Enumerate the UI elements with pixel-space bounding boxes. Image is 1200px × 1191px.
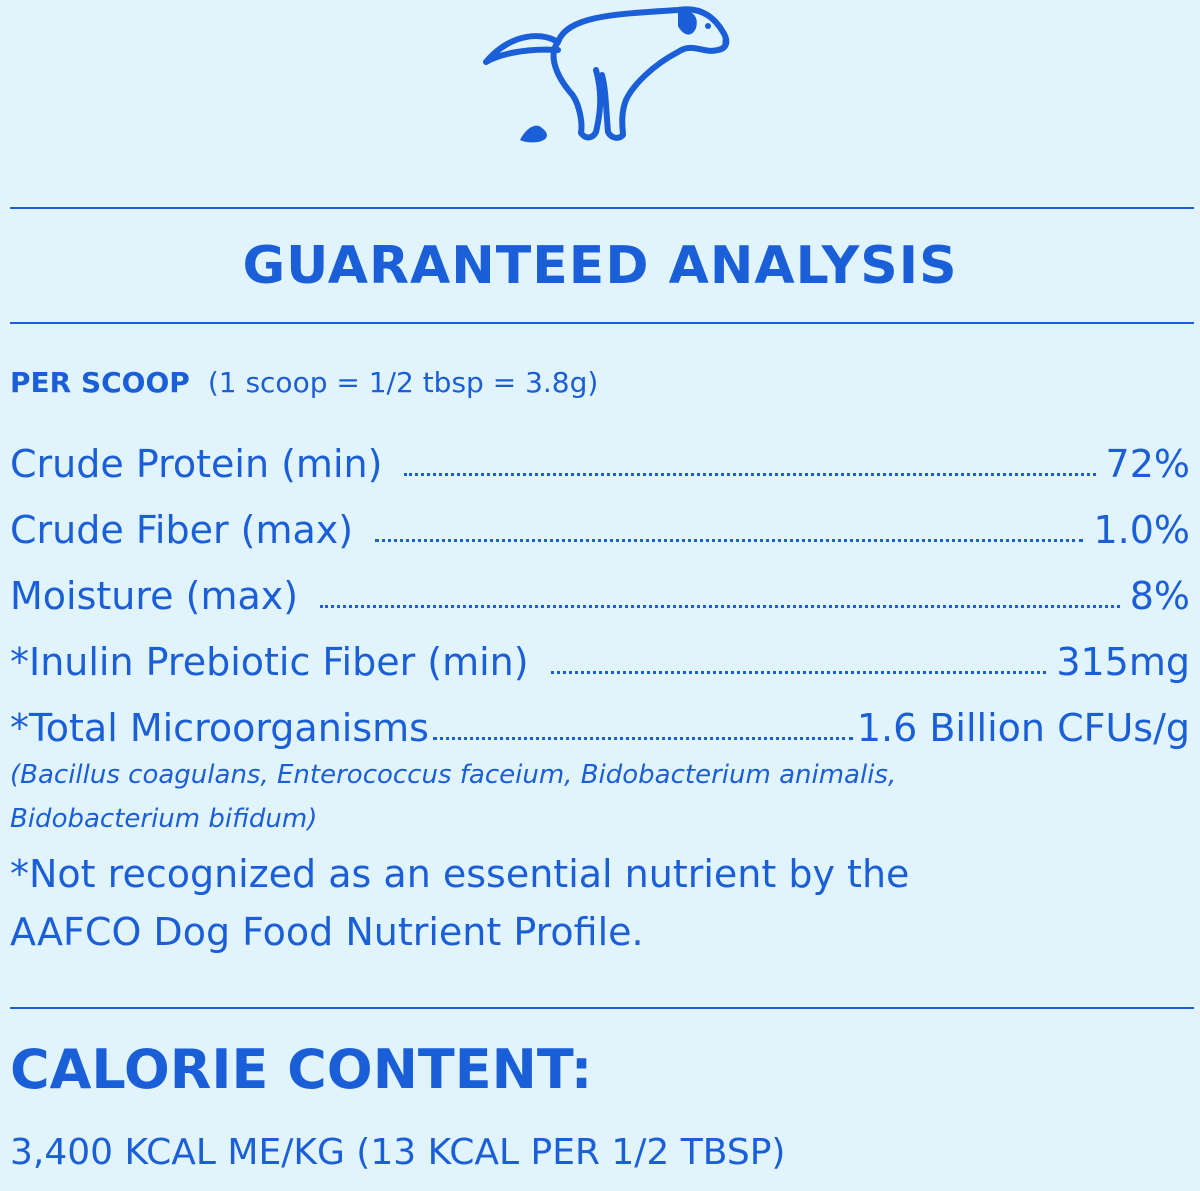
footnote-line: AAFCO Dog Food Nutrient Profile. [10,910,644,954]
nutrient-name: Moisture (max) [10,574,299,618]
dot-leader [550,671,1047,674]
nutrient-row: *Total Microorganisms 1.6 Billion CFUs/g [10,694,1190,750]
per-scoop-label: PER SCOOP [10,366,190,399]
dog-pooping-icon [483,6,730,143]
dot-leader [320,605,1120,608]
nutrient-value: 8% [1129,574,1190,618]
strains-line: (Bacillus coagulans, Enterococcus faceiu… [10,760,897,790]
nutrient-row: Crude Protein (min) 72% [10,430,1190,486]
per-scoop: PER SCOOP (1 scoop = 1/2 tbsp = 3.8g) [10,366,598,399]
nutrient-value: 1.0% [1093,508,1190,552]
divider-calorie [10,1007,1194,1009]
nutrient-row: Moisture (max) 8% [10,562,1190,618]
footnote-line: *Not recognized as an essential nutrient… [10,852,910,896]
dot-leader [375,539,1084,542]
nutrient-value: 72% [1105,442,1190,486]
section-title: GUARANTEED ANALYSIS [242,236,958,296]
strains-line: Bidobacterium bifidum) [10,804,318,834]
calorie-heading: CALORIE CONTENT: [10,1038,593,1101]
nutrient-value: 315mg [1056,640,1190,684]
divider-title [10,322,1194,324]
per-scoop-detail: (1 scoop = 1/2 tbsp = 3.8g) [207,366,599,399]
divider-top [10,207,1194,209]
nutrient-name: *Inulin Prebiotic Fiber (min) [10,640,529,684]
calorie-value: 3,400 KCAL ME/KG (13 KCAL PER 1/2 TBSP) [10,1132,786,1173]
nutrient-row: Crude Fiber (max) 1.0% [10,496,1190,552]
nutrient-name: Crude Protein (min) [10,442,383,486]
nutrient-value: 1.6 Billion CFUs/g [856,706,1190,750]
nutrient-name: Crude Fiber (max) [10,508,354,552]
nutrient-row: *Inulin Prebiotic Fiber (min) 315mg [10,628,1190,684]
dot-leader [404,473,1096,476]
nutrient-name: *Total Microorganisms [10,706,429,750]
dot-leader [432,737,853,740]
